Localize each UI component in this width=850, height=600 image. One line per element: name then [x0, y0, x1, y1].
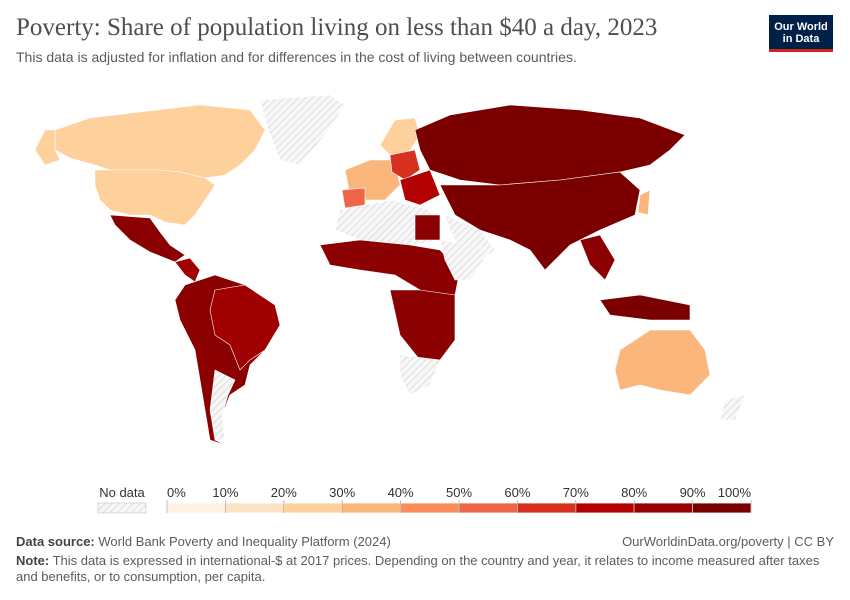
legend-no-data-label: No data — [99, 485, 145, 500]
source-label: Data source: — [16, 534, 95, 549]
legend-swatch — [166, 502, 226, 514]
legend-label: 60% — [504, 485, 530, 500]
legend-no-data-swatch — [97, 502, 147, 514]
logo[interactable]: Our World in Data — [769, 15, 833, 52]
legend-swatch — [283, 502, 343, 514]
new-zealand — [719, 394, 746, 421]
legend-swatch — [400, 502, 460, 514]
source-text: World Bank Poverty and Inequality Platfo… — [98, 534, 391, 549]
mexico — [109, 214, 186, 263]
legend-label: 0% — [167, 485, 186, 500]
countries — [34, 94, 746, 446]
note-text: This data is expressed in international-… — [16, 553, 820, 584]
legend-swatch — [633, 502, 694, 514]
greenland — [259, 94, 346, 166]
logo-line: Our World — [774, 21, 828, 33]
subtitle: This data is adjusted for inflation and … — [16, 49, 577, 65]
note-label: Note: — [16, 553, 50, 568]
legend-label: 90% — [680, 485, 706, 500]
legend-label: 30% — [329, 485, 355, 500]
indonesia — [599, 294, 691, 321]
alaska — [34, 129, 61, 166]
legend-label: 100% — [718, 485, 752, 500]
legend: No data 0% 10% 20% 30% 40% 50% 60% 70% 80% 90% 100… — [97, 485, 752, 514]
south-africa — [399, 354, 441, 396]
legend-swatch — [224, 502, 285, 514]
legend-swatch — [341, 502, 402, 514]
title: Poverty: Share of population living on l… — [16, 14, 658, 41]
note: Note: This data is expressed in internat… — [16, 553, 826, 585]
iberia — [341, 187, 366, 209]
central-europe — [389, 149, 421, 181]
north-africa — [334, 199, 441, 246]
russia — [414, 104, 686, 186]
legend-swatch — [692, 502, 752, 514]
legend-swatch — [517, 502, 577, 514]
southeast-asia — [579, 234, 616, 281]
legend-label: 70% — [563, 485, 589, 500]
map: No data 0% 10% 20% 30% 40% 50% 60% 70% 80% 90% 100… — [34, 94, 752, 514]
legend-label: 50% — [446, 485, 472, 500]
central-asia — [439, 171, 641, 271]
australia — [614, 329, 711, 396]
canada — [54, 104, 266, 179]
central-america — [174, 257, 201, 283]
link[interactable]: OurWorldinData.org/poverty | CC BY — [622, 534, 834, 549]
usa — [94, 169, 216, 226]
legend-label: 10% — [212, 485, 238, 500]
argentina-chile — [209, 369, 236, 441]
eastern-europe — [399, 169, 441, 206]
legend-label: 40% — [388, 485, 414, 500]
legend-label: 80% — [621, 485, 647, 500]
horn-africa — [439, 239, 491, 281]
logo-line: in Data — [782, 33, 820, 45]
legend-swatch — [458, 502, 518, 514]
brazil — [209, 284, 281, 371]
legend-label: 20% — [271, 485, 297, 500]
southern-africa — [389, 289, 456, 361]
japan — [637, 189, 651, 216]
legend-swatch — [575, 502, 635, 514]
egypt — [414, 214, 441, 241]
source: Data source: World Bank Poverty and Ineq… — [16, 534, 391, 549]
